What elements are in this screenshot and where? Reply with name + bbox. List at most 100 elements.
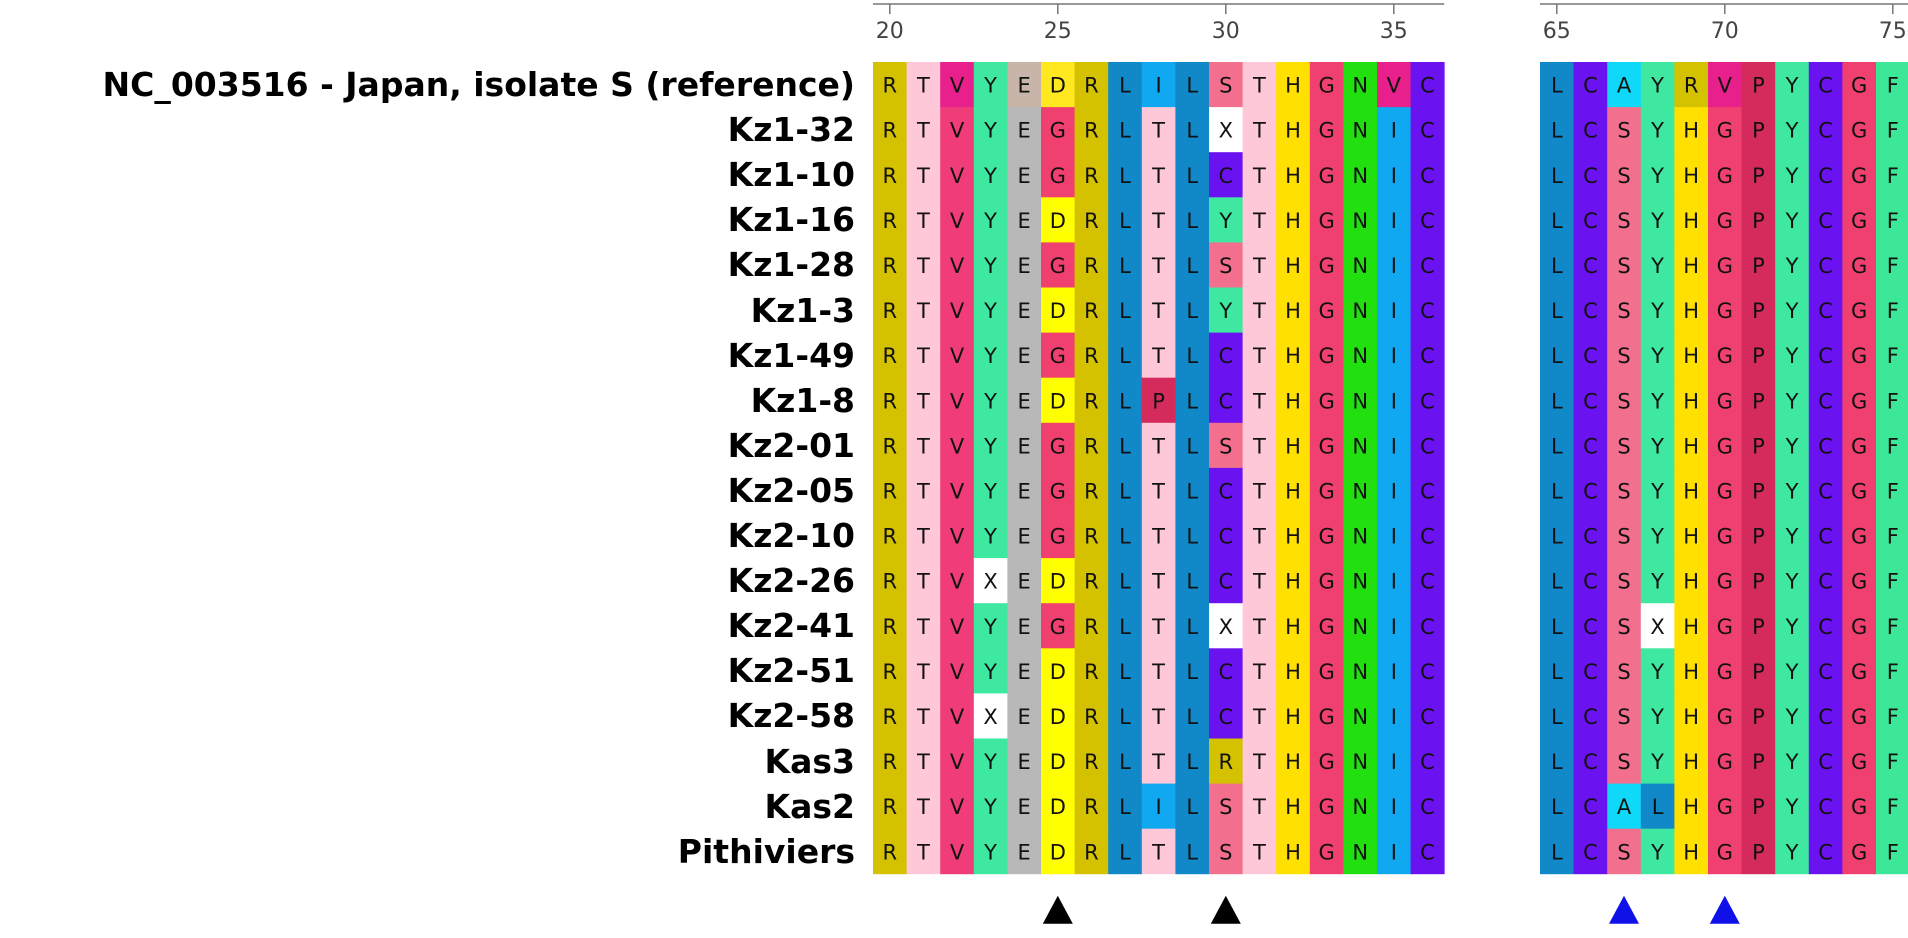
residue-cell (1674, 738, 1709, 784)
residue-letter: C (1420, 570, 1435, 594)
residue-cell (1175, 467, 1210, 514)
residue-letter: R (1084, 840, 1099, 864)
residue-letter: G (1717, 344, 1733, 368)
residue-cell (873, 422, 907, 469)
residue-cell (1141, 422, 1176, 469)
residue-cell (1309, 422, 1344, 469)
residue-letter: Y (1785, 525, 1799, 549)
residue-cell (1842, 467, 1877, 514)
residue-cell (1242, 828, 1277, 875)
residue-cell (1175, 603, 1210, 649)
block1-ruler: 20 25 30 35 (873, 3, 1445, 44)
residue-cell (1876, 287, 1908, 333)
residue-cell (1573, 513, 1608, 559)
residue-cell (1540, 783, 1574, 830)
residue-cell (873, 648, 907, 694)
residue-letter: C (1583, 434, 1598, 458)
sequence-name: Kz1-3 (750, 290, 855, 330)
residue-cell (1309, 242, 1344, 288)
residue-letter: C (1818, 209, 1833, 233)
residue-cell (1708, 197, 1742, 243)
residue-letter: Y (983, 479, 997, 503)
residue-letter: Y (1785, 705, 1799, 729)
residue-letter: T (916, 74, 930, 98)
residue-cell (1640, 828, 1675, 875)
residue-cell (1074, 603, 1109, 649)
residue-cell (1775, 152, 1810, 198)
residue-cell (1708, 648, 1742, 694)
residue-letter: Y (983, 119, 997, 143)
residue-letter: I (1391, 795, 1397, 819)
residue-letter: H (1683, 254, 1699, 278)
residue-cell (1175, 287, 1210, 333)
residue-cell (1708, 377, 1742, 424)
residue-cell (1540, 603, 1574, 649)
residue-cell (1276, 287, 1311, 333)
residue-cell (1007, 197, 1042, 243)
residue-letter: R (1084, 525, 1099, 549)
residue-letter: H (1683, 615, 1699, 639)
residue-letter: Y (1650, 299, 1664, 323)
residue-letter: G (1851, 74, 1867, 98)
residue-letter: T (1151, 705, 1165, 729)
residue-cell (1377, 603, 1411, 649)
residue-cell (1074, 242, 1109, 288)
residue-cell (1141, 287, 1176, 333)
residue-letter: N (1352, 525, 1368, 549)
residue-letter: I (1391, 209, 1397, 233)
residue-cell (1377, 377, 1411, 424)
residue-cell (1377, 513, 1411, 559)
residue-cell (1741, 152, 1776, 198)
ruler-tick-label: 30 (1212, 19, 1240, 44)
residue-letter: G (1851, 570, 1867, 594)
residue-cell (1175, 513, 1210, 559)
residue-cell (1343, 152, 1378, 198)
residue-cell (1343, 242, 1378, 288)
residue-cell (1410, 603, 1445, 649)
residue-cell (940, 513, 975, 559)
residue-cell (973, 107, 1008, 153)
residue-cell (1410, 558, 1445, 604)
residue-cell (1074, 648, 1109, 694)
residue-letter: V (950, 344, 965, 368)
sequence-name: Kz1-10 (727, 155, 855, 195)
residue-letter: L (1186, 164, 1198, 188)
residue-cell (1876, 197, 1908, 243)
residue-cell (1041, 693, 1075, 739)
residue-letter: N (1352, 74, 1368, 98)
residue-cell (1141, 738, 1176, 784)
residue-cell (1343, 513, 1378, 559)
residue-letter: T (1252, 389, 1266, 413)
residue-cell (1775, 648, 1810, 694)
residue-cell (1741, 242, 1776, 288)
residue-cell (1540, 828, 1574, 875)
residue-letter: C (1420, 795, 1435, 819)
residue-letter: T (1151, 525, 1165, 549)
residue-cell (1573, 107, 1608, 153)
residue-cell (1276, 738, 1311, 784)
residue-letter: R (1084, 660, 1099, 684)
residue-cell (1377, 62, 1411, 108)
residue-cell (1309, 107, 1344, 153)
residue-letter: C (1818, 344, 1833, 368)
residue-cell (1309, 558, 1344, 604)
residue-letter: F (1887, 525, 1899, 549)
residue-letter: E (1018, 705, 1031, 729)
residue-letter: C (1583, 164, 1598, 188)
residue-cell (1276, 467, 1311, 514)
residue-cell (1540, 693, 1574, 739)
residue-letter: L (1551, 299, 1563, 323)
residue-cell (973, 287, 1008, 333)
residue-cell (1007, 287, 1042, 333)
residue-cell (1573, 197, 1608, 243)
residue-cell (1041, 783, 1075, 830)
residue-cell (906, 693, 941, 739)
residue-cell (1775, 197, 1810, 243)
residue-letter: H (1683, 660, 1699, 684)
residue-letter: H (1683, 705, 1699, 729)
residue-cell (1607, 783, 1642, 830)
residue-letter: G (1851, 840, 1867, 864)
residue-letter: F (1887, 840, 1899, 864)
residue-cell (1674, 332, 1709, 379)
